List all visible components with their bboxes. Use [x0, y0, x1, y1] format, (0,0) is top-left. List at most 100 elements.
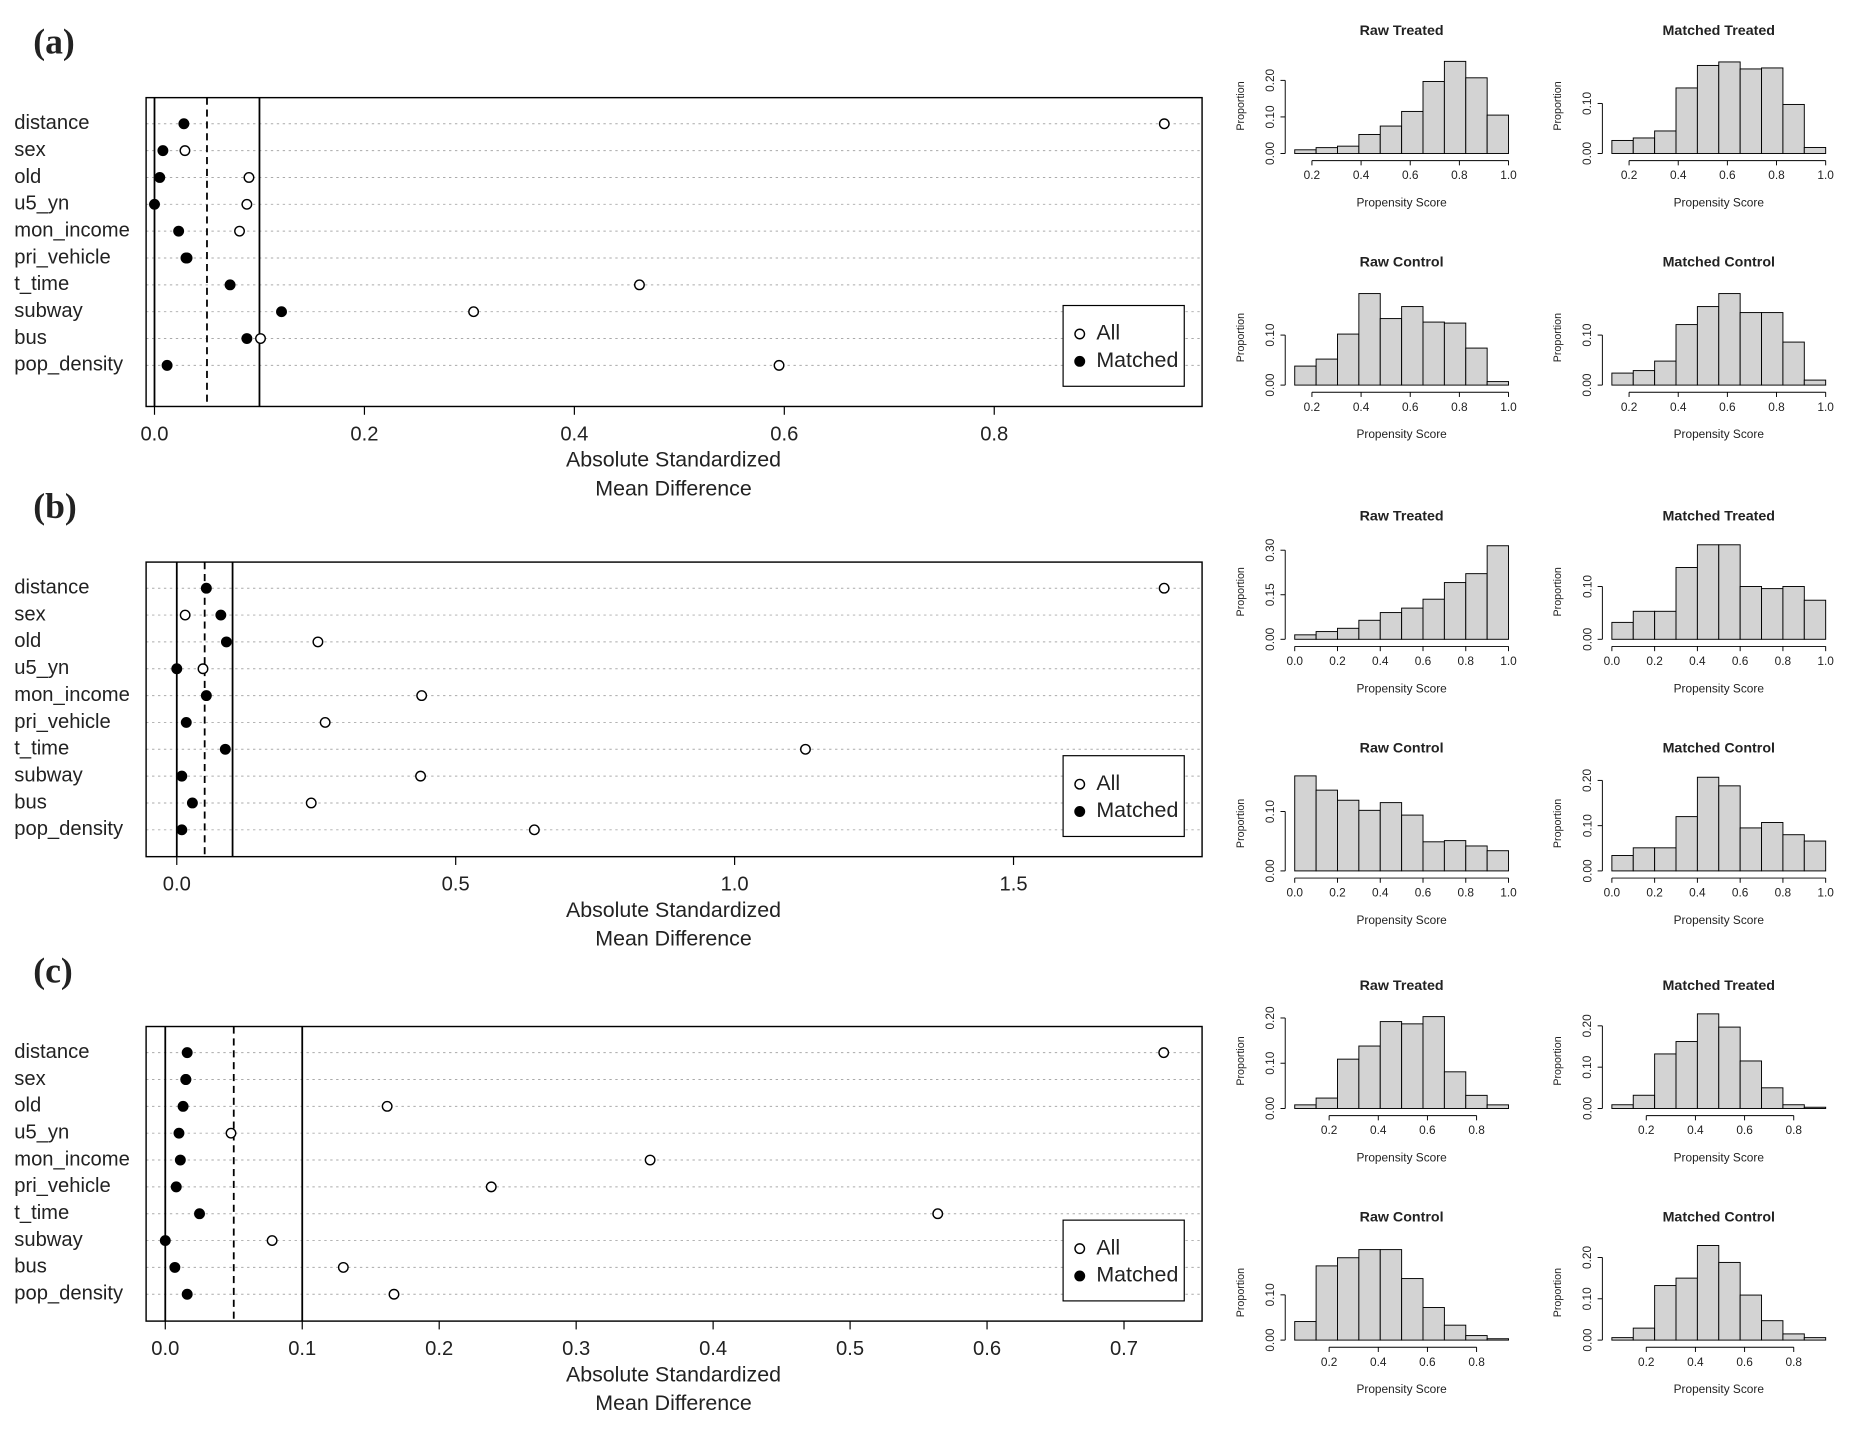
y-tick-label: 0.10	[1580, 92, 1594, 115]
point	[1158, 582, 1170, 594]
point	[234, 225, 245, 237]
x-axis-label: Absolute Standardized	[566, 898, 781, 922]
bar	[1379, 612, 1403, 640]
bar	[1675, 324, 1698, 386]
y-tick-label: 0.10	[1580, 1055, 1594, 1078]
x-tick-label: 0.4	[1370, 1123, 1387, 1137]
bar	[1443, 840, 1467, 872]
x-tick-label: 0.6	[973, 1338, 1001, 1360]
category-label: pri_vehicle	[14, 246, 111, 268]
bar	[1315, 631, 1338, 640]
point	[243, 172, 255, 183]
point	[186, 797, 198, 809]
bar	[1761, 67, 1784, 154]
y-tick-label: 0.10	[1580, 575, 1594, 598]
x-tick-label: 1.0	[1500, 886, 1517, 900]
x-tick-label: 0.7	[1110, 1338, 1138, 1360]
bar	[1761, 588, 1784, 640]
point	[319, 716, 331, 728]
category-label: sex	[14, 1068, 45, 1090]
category-label: old	[14, 1095, 41, 1117]
point	[932, 1208, 944, 1220]
bar	[1654, 847, 1677, 872]
y-tick-label: 0.00	[1580, 1328, 1594, 1351]
x-tick-label: 0.6	[1419, 1123, 1436, 1137]
category-label: bus	[14, 791, 47, 813]
bar	[1443, 1324, 1467, 1341]
bar	[1611, 139, 1634, 154]
bar	[1696, 306, 1720, 386]
x-tick-label: 0.6	[1732, 654, 1749, 668]
y-tick-label: 0.20	[1580, 1246, 1594, 1269]
x-tick-label: 0.2	[1329, 654, 1346, 668]
y-tick-label: 0.10	[1263, 105, 1277, 128]
bar	[1611, 1337, 1634, 1341]
x-tick-label: 0.8	[1451, 400, 1468, 414]
bar	[1465, 77, 1488, 154]
x-tick-label: 0.0	[1286, 654, 1303, 668]
point	[180, 1074, 192, 1085]
point	[178, 118, 190, 130]
x-axis-label: Propensity Score	[1674, 427, 1765, 441]
y-tick-label: 0.10	[1580, 814, 1594, 837]
bar	[1696, 64, 1720, 154]
bar	[1337, 627, 1360, 640]
bar	[1632, 610, 1656, 640]
x-tick-label: 0.2	[1638, 1355, 1655, 1369]
bar	[1803, 1337, 1827, 1341]
x-tick-label: 0.2	[1329, 886, 1346, 900]
point	[416, 690, 428, 702]
x-tick-label: 0.6	[1719, 400, 1736, 414]
x-tick-label: 0.4	[1687, 1123, 1704, 1137]
legend-label: All	[1096, 1235, 1120, 1259]
x-tick-label: 0.4	[1353, 168, 1370, 182]
x-axis-label: Propensity Score	[1356, 195, 1447, 209]
x-tick-label: 1.0	[1817, 886, 1834, 900]
point	[241, 198, 253, 210]
category-label: bus	[14, 1256, 47, 1278]
bar	[1294, 149, 1317, 154]
y-axis-label: Proportion	[1235, 313, 1247, 362]
x-tick-label: 0.2	[1321, 1123, 1338, 1137]
histogram-title: Raw Control	[1360, 740, 1444, 756]
bar	[1675, 1277, 1698, 1341]
y-tick-label: 0.10	[1263, 1051, 1277, 1074]
y-tick-label: 0.00	[1580, 142, 1594, 165]
bar	[1401, 814, 1424, 872]
bar	[1782, 103, 1805, 154]
category-label: old	[14, 166, 41, 188]
x-tick-label: 0.2	[1638, 1123, 1655, 1137]
x-tick-label: 1.0	[1500, 400, 1517, 414]
bar	[1337, 799, 1360, 872]
y-axis-label: Proportion	[1235, 567, 1247, 616]
point	[200, 582, 212, 594]
x-tick-label: 0.8	[1775, 886, 1792, 900]
bar	[1486, 545, 1510, 640]
histogram-title: Matched Treated	[1663, 23, 1775, 39]
category-label: subway	[14, 764, 83, 786]
point	[337, 1261, 349, 1273]
y-tick-label: 0.00	[1263, 859, 1277, 882]
y-tick-label: 0.00	[1580, 627, 1594, 650]
x-tick-label: 0.2	[1304, 168, 1321, 182]
category-label: bus	[14, 327, 47, 349]
bar	[1315, 1265, 1338, 1341]
bar	[1761, 822, 1784, 872]
x-tick-label: 0.6	[1732, 886, 1749, 900]
y-axis-label: Proportion	[1552, 1268, 1564, 1317]
legend-label: Matched	[1096, 1263, 1178, 1287]
bar	[1654, 130, 1677, 154]
point	[194, 1208, 205, 1220]
bar	[1782, 834, 1805, 872]
x-tick-label: 1.0	[1500, 168, 1517, 182]
x-tick-label: 0.6	[770, 423, 798, 445]
bar	[1761, 1320, 1784, 1341]
panel-label: (a)	[33, 22, 75, 62]
point	[266, 1235, 278, 1247]
legend-marker	[1074, 1243, 1086, 1255]
y-axis-label: Proportion	[1552, 313, 1564, 362]
bar	[1443, 1071, 1467, 1109]
bar	[1486, 1104, 1510, 1109]
x-tick-label: 1.0	[721, 873, 749, 895]
x-tick-label: 0.1	[288, 1338, 316, 1360]
